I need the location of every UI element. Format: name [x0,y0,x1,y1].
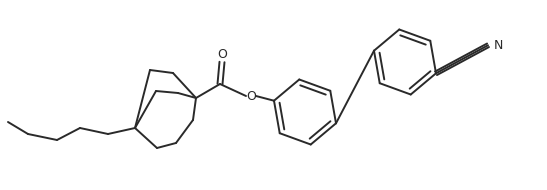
Text: N: N [494,39,503,52]
Text: O: O [217,48,227,60]
Text: O: O [246,89,256,102]
